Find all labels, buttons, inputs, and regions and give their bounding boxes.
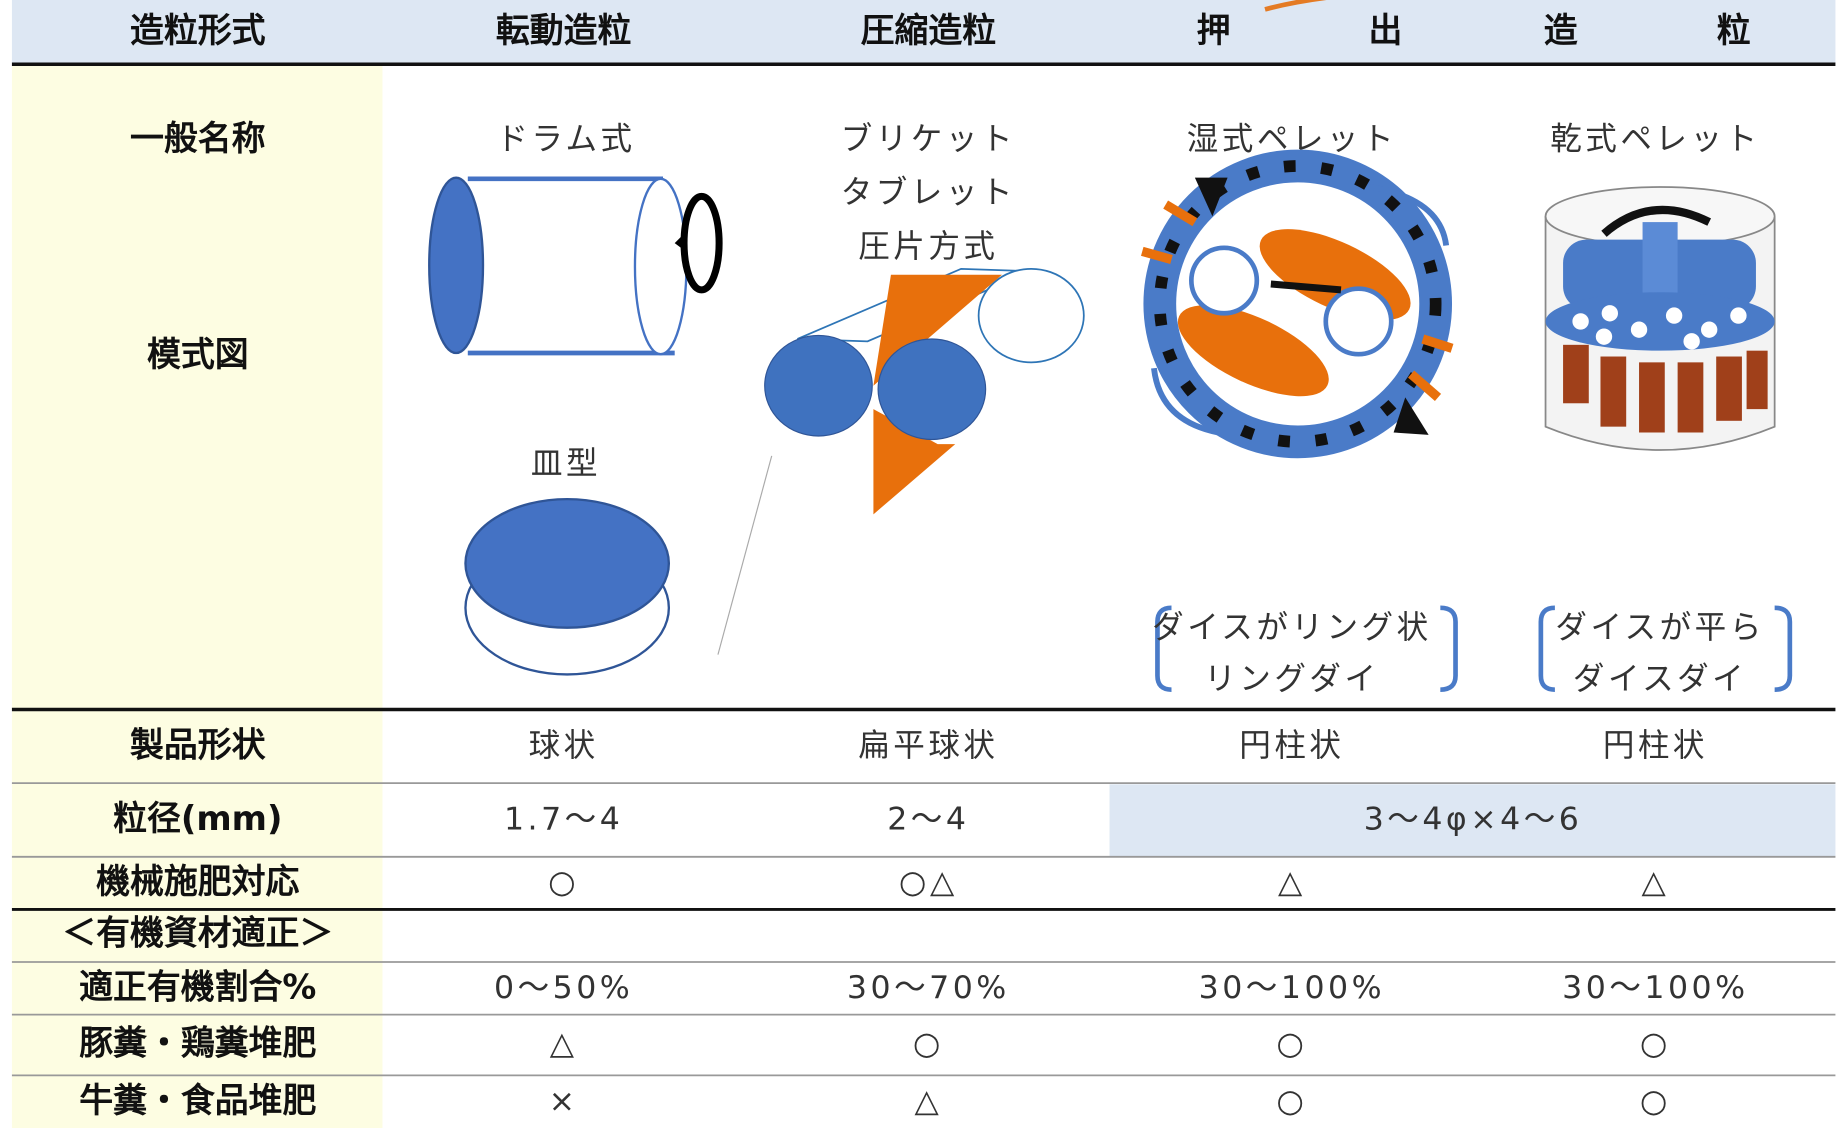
header-label: 造粒形式 bbox=[130, 11, 266, 50]
row-label: 製品形状 bbox=[130, 725, 266, 764]
cell: ○ bbox=[913, 1026, 944, 1062]
dry-pellet-diagram bbox=[1544, 186, 1776, 451]
cell: 2～4 bbox=[887, 802, 969, 838]
name: 皿型 bbox=[531, 446, 601, 482]
cell: ○ bbox=[1276, 1026, 1307, 1062]
arrow-fragment bbox=[1264, 0, 1327, 12]
span-cell-bg bbox=[1109, 784, 1836, 857]
name: タブレット bbox=[841, 175, 1016, 211]
name: ブリケット bbox=[841, 121, 1016, 157]
note: リングダイ bbox=[1204, 661, 1379, 697]
cell: 円柱状 bbox=[1239, 728, 1344, 764]
header-char: 粒 bbox=[1717, 11, 1751, 50]
cell: △ bbox=[1642, 865, 1670, 901]
header-char: 出 bbox=[1368, 11, 1402, 50]
row-label: 粒径(mm) bbox=[113, 799, 282, 838]
cell: ○△ bbox=[899, 865, 958, 901]
cell: × bbox=[549, 1083, 579, 1119]
header-char: 造 bbox=[1544, 11, 1578, 50]
cell: △ bbox=[1278, 865, 1306, 901]
note: ダイスダイ bbox=[1573, 661, 1747, 697]
row-label: 模式図 bbox=[147, 335, 249, 374]
name: 圧片方式 bbox=[858, 229, 998, 265]
name: 乾式ペレット bbox=[1550, 121, 1760, 157]
cell: 球状 bbox=[529, 728, 599, 764]
row-label: 牛糞・食品堆肥 bbox=[79, 1081, 316, 1120]
row-label: 機械施肥対応 bbox=[96, 862, 299, 901]
cell: 30～100% bbox=[1199, 970, 1385, 1006]
header-cell: 圧縮造粒 bbox=[861, 11, 997, 50]
cell: △ bbox=[550, 1026, 578, 1062]
row-label: 一般名称 bbox=[130, 119, 266, 158]
drum-diagram bbox=[428, 176, 723, 356]
bracket bbox=[1440, 605, 1458, 692]
row-label: 適正有機割合% bbox=[79, 967, 316, 1006]
compression-diagram bbox=[717, 267, 1085, 655]
cell: ○ bbox=[1640, 1083, 1671, 1119]
dish-diagram bbox=[464, 497, 671, 676]
cell: 3～4φ×4～6 bbox=[1364, 802, 1583, 838]
label-column bbox=[11, 65, 383, 1128]
cell: 1.7～4 bbox=[504, 802, 623, 838]
section-label: ＜有機資材適正＞ bbox=[62, 914, 333, 953]
cell: 0～50% bbox=[494, 970, 633, 1006]
cell: ○ bbox=[1640, 1026, 1671, 1062]
bracket bbox=[1774, 605, 1793, 692]
note: ダイスが平ら bbox=[1555, 610, 1764, 646]
cell: 円柱状 bbox=[1603, 728, 1708, 764]
bracket bbox=[1155, 605, 1172, 692]
name: ドラム式 bbox=[496, 121, 635, 157]
cell: 30～70% bbox=[847, 970, 1010, 1006]
row-label: 豚糞・鶏糞堆肥 bbox=[79, 1024, 316, 1063]
header-cell: 転動造粒 bbox=[496, 11, 632, 50]
cell: 30～100% bbox=[1562, 970, 1748, 1006]
header-band bbox=[11, 0, 1836, 64]
cell: △ bbox=[914, 1083, 942, 1119]
wet-pellet-diagram bbox=[1141, 149, 1454, 459]
bracket bbox=[1538, 605, 1556, 692]
cell: 扁平球状 bbox=[858, 728, 998, 764]
cell: ○ bbox=[1276, 1083, 1307, 1119]
note: ダイスがリング状 bbox=[1152, 610, 1431, 646]
header-char: 押 bbox=[1197, 11, 1231, 50]
cell: ○ bbox=[548, 865, 579, 901]
